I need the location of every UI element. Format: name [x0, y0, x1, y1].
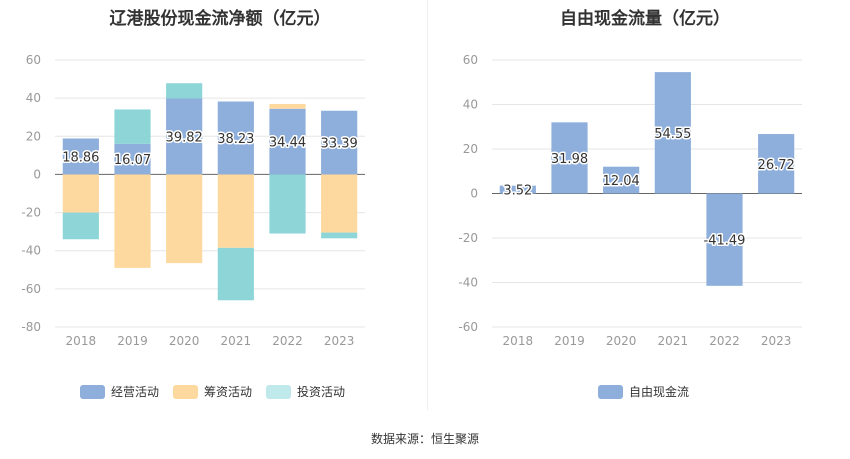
y-tick-label: 60	[26, 53, 41, 67]
bar-自由现金流-2018	[499, 185, 536, 194]
x-tick-label: 2021	[658, 334, 689, 348]
y-tick-label: -80	[21, 320, 41, 334]
legend-item-free-cash-flow[interactable]: 自由现金流	[598, 383, 689, 400]
legend-label-free-cash-flow: 自由现金流	[629, 385, 690, 399]
legend-label-financing: 筹资活动	[204, 385, 253, 399]
y-tick-label: -60	[458, 320, 478, 334]
y-tick-label: 40	[463, 98, 478, 112]
legend-item-operating[interactable]: 经营活动	[80, 383, 159, 400]
x-tick-label: 2018	[503, 334, 534, 348]
source-note: 数据来源：恒生聚源	[370, 432, 479, 446]
bar-投资活动-2018	[62, 212, 99, 240]
legend-item-investing[interactable]: 投资活动	[266, 383, 345, 400]
data-label: 18.86	[62, 150, 99, 165]
bar-经营活动-2022	[269, 108, 306, 175]
y-tick-label: -60	[21, 282, 41, 296]
bar-投资活动-2022	[269, 174, 306, 234]
bar-经营活动-2023	[321, 110, 358, 175]
y-tick-label: -20	[21, 206, 41, 220]
bar-筹资活动-2021	[217, 174, 254, 248]
chart2-title: 自由现金流量（亿元）	[560, 9, 730, 29]
bar-自由现金流-2019	[551, 122, 588, 194]
chart1-title: 辽港股份现金流净额（亿元）	[109, 9, 331, 29]
y-tick-label: -20	[458, 231, 478, 245]
bar-经营活动-2021	[217, 101, 254, 175]
chart1-plot: 60 40 20 0 -20 -40 -60 -80 2018 2019 2020 2021 2022 2…	[21, 53, 365, 348]
bar-投资活动-2019	[114, 109, 151, 144]
x-tick-label: 2022	[709, 334, 740, 348]
chart2-plot: 60 40 20 0 -20 -40 -60 2018 2019 2020 2021 2022 2023…	[458, 53, 802, 348]
data-label: 54.55	[654, 127, 691, 142]
y-tick-label: 0	[33, 167, 41, 181]
bar-筹资活动-2019	[114, 174, 151, 268]
bar-筹资活动-2018	[62, 174, 99, 213]
bar-自由现金流-2023	[758, 134, 795, 194]
x-tick-label: 2018	[66, 334, 97, 348]
y-tick-label: 60	[463, 53, 478, 67]
bar-筹资活动-2023	[321, 174, 358, 233]
data-label: 16.07	[114, 153, 151, 168]
data-label: 34.44	[269, 136, 306, 151]
x-tick-label: 2019	[554, 334, 585, 348]
bar-投资活动-2023	[321, 232, 358, 239]
data-label: -41.49	[704, 234, 746, 249]
legend-swatch-free-cash-flow	[598, 384, 623, 399]
bar-自由现金流-2020	[603, 166, 640, 194]
chart1-legend: 经营活动 筹资活动 投资活动	[80, 383, 359, 400]
legend-swatch-operating	[80, 384, 105, 399]
x-tick-label: 2023	[324, 334, 355, 348]
y-tick-label: -40	[21, 244, 41, 258]
x-tick-label: 2022	[272, 334, 303, 348]
data-label: 31.98	[551, 152, 588, 167]
x-tick-label: 2021	[221, 334, 252, 348]
legend-label-operating: 经营活动	[111, 385, 160, 399]
x-tick-label: 2020	[606, 334, 637, 348]
y-tick-label: 20	[26, 129, 41, 143]
data-label: 33.39	[321, 137, 358, 152]
data-label: 38.23	[217, 132, 254, 147]
chart2-legend: 自由现金流	[598, 383, 703, 400]
bar-自由现金流-2022	[706, 193, 743, 286]
legend-swatch-financing	[173, 384, 199, 399]
bar-经营活动-2020	[166, 98, 203, 175]
bar-筹资活动-2020	[166, 174, 203, 264]
y-tick-label: -40	[458, 276, 478, 290]
y-tick-label: 40	[26, 91, 41, 105]
y-tick-label: 0	[470, 187, 478, 201]
bar-投资活动-2021	[217, 247, 254, 301]
data-label: 3.52	[503, 184, 532, 199]
data-label: 26.72	[758, 158, 795, 173]
legend-item-financing[interactable]: 筹资活动	[173, 383, 252, 400]
x-tick-label: 2019	[117, 334, 148, 348]
bar-经营活动-2018	[62, 138, 99, 175]
data-label: 12.04	[603, 174, 640, 189]
x-tick-label: 2023	[761, 334, 792, 348]
x-tick-label: 2020	[169, 334, 200, 348]
y-tick-label: 20	[463, 142, 478, 156]
panel-divider	[427, 0, 428, 410]
bar-筹资活动-2022	[269, 103, 306, 109]
data-label: 39.82	[166, 130, 203, 145]
bar-自由现金流-2021	[654, 72, 691, 194]
legend-label-investing: 投资活动	[297, 385, 346, 399]
legend-swatch-investing	[266, 384, 292, 399]
bar-经营活动-2019	[114, 143, 151, 175]
bar-投资活动-2020	[166, 83, 203, 99]
